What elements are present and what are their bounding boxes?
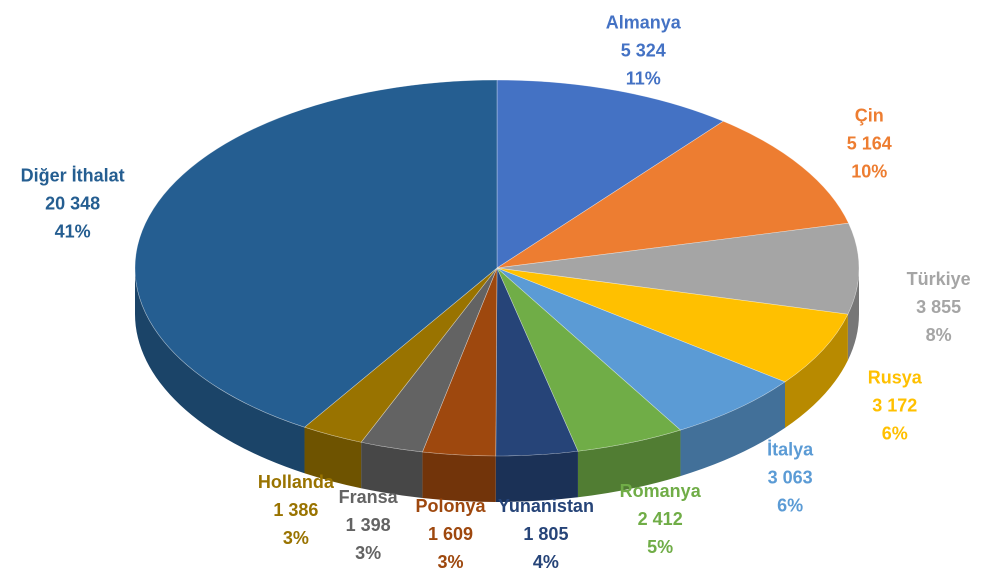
label-value: 5 324 — [621, 40, 666, 60]
slice — [496, 79, 724, 269]
label-value: 5 164 — [847, 133, 892, 153]
slice — [496, 222, 860, 315]
label-name: Fransa — [339, 487, 399, 507]
slice-side — [577, 430, 681, 498]
label-percent: 4% — [533, 552, 559, 572]
slice-side — [495, 451, 578, 502]
slice-side — [134, 268, 305, 474]
slice — [496, 267, 849, 383]
slice-side — [422, 451, 496, 502]
label-value: 3 855 — [916, 297, 961, 317]
slice — [496, 267, 786, 431]
label-percent: 10% — [851, 161, 887, 181]
label-name: Romanya — [620, 481, 702, 501]
data-label: İtalya 3 063 6% — [767, 439, 814, 515]
slice — [496, 120, 850, 269]
data-label: Almanya 5 324 11% — [606, 12, 682, 88]
data-label: Rusya 3 172 6% — [868, 368, 923, 444]
data-label: Diğer İthalat 20 348 41% — [21, 165, 125, 241]
label-name: Polonya — [415, 496, 486, 516]
label-percent: 41% — [55, 221, 91, 241]
label-value: 1 805 — [523, 524, 568, 544]
label-name: Türkiye — [907, 269, 971, 289]
data-label: Romanya 2 412 5% — [620, 481, 702, 557]
label-name: Yunanistan — [498, 496, 594, 516]
data-label: Hollanda 1 386 3% — [258, 472, 335, 548]
label-value: 1 609 — [428, 524, 473, 544]
label-percent: 3% — [355, 543, 381, 563]
data-label: Yunanistan 1 805 4% — [498, 496, 594, 572]
slice-side — [304, 427, 362, 489]
label-value: 1 398 — [346, 515, 391, 535]
data-label: Fransa 1 398 3% — [339, 487, 399, 563]
label-name: Diğer İthalat — [21, 165, 125, 185]
label-percent: 6% — [882, 424, 908, 444]
label-name: Almanya — [606, 12, 682, 32]
slice-side — [847, 268, 859, 361]
label-percent: 3% — [437, 552, 463, 572]
label-name: İtalya — [767, 439, 814, 459]
label-name: Rusya — [868, 368, 923, 388]
data-label: Polonya 1 609 3% — [415, 496, 486, 572]
slice-side — [361, 442, 423, 498]
label-value: 1 386 — [273, 500, 318, 520]
label-value: 2 412 — [638, 509, 683, 529]
label-percent: 6% — [777, 495, 803, 515]
data-label: Çin 5 164 10% — [847, 105, 892, 181]
label-value: 3 063 — [768, 467, 813, 487]
label-percent: 5% — [647, 537, 673, 557]
label-percent: 3% — [283, 528, 309, 548]
label-value: 20 348 — [45, 193, 100, 213]
label-percent: 8% — [926, 325, 952, 345]
slice-side — [680, 381, 786, 477]
slice-side — [785, 314, 848, 428]
data-label: Türkiye 3 855 8% — [907, 269, 971, 345]
label-value: 3 172 — [872, 396, 917, 416]
slice — [134, 79, 498, 428]
label-percent: 11% — [626, 68, 661, 88]
label-name: Hollanda — [258, 472, 335, 492]
label-name: Çin — [855, 105, 884, 125]
